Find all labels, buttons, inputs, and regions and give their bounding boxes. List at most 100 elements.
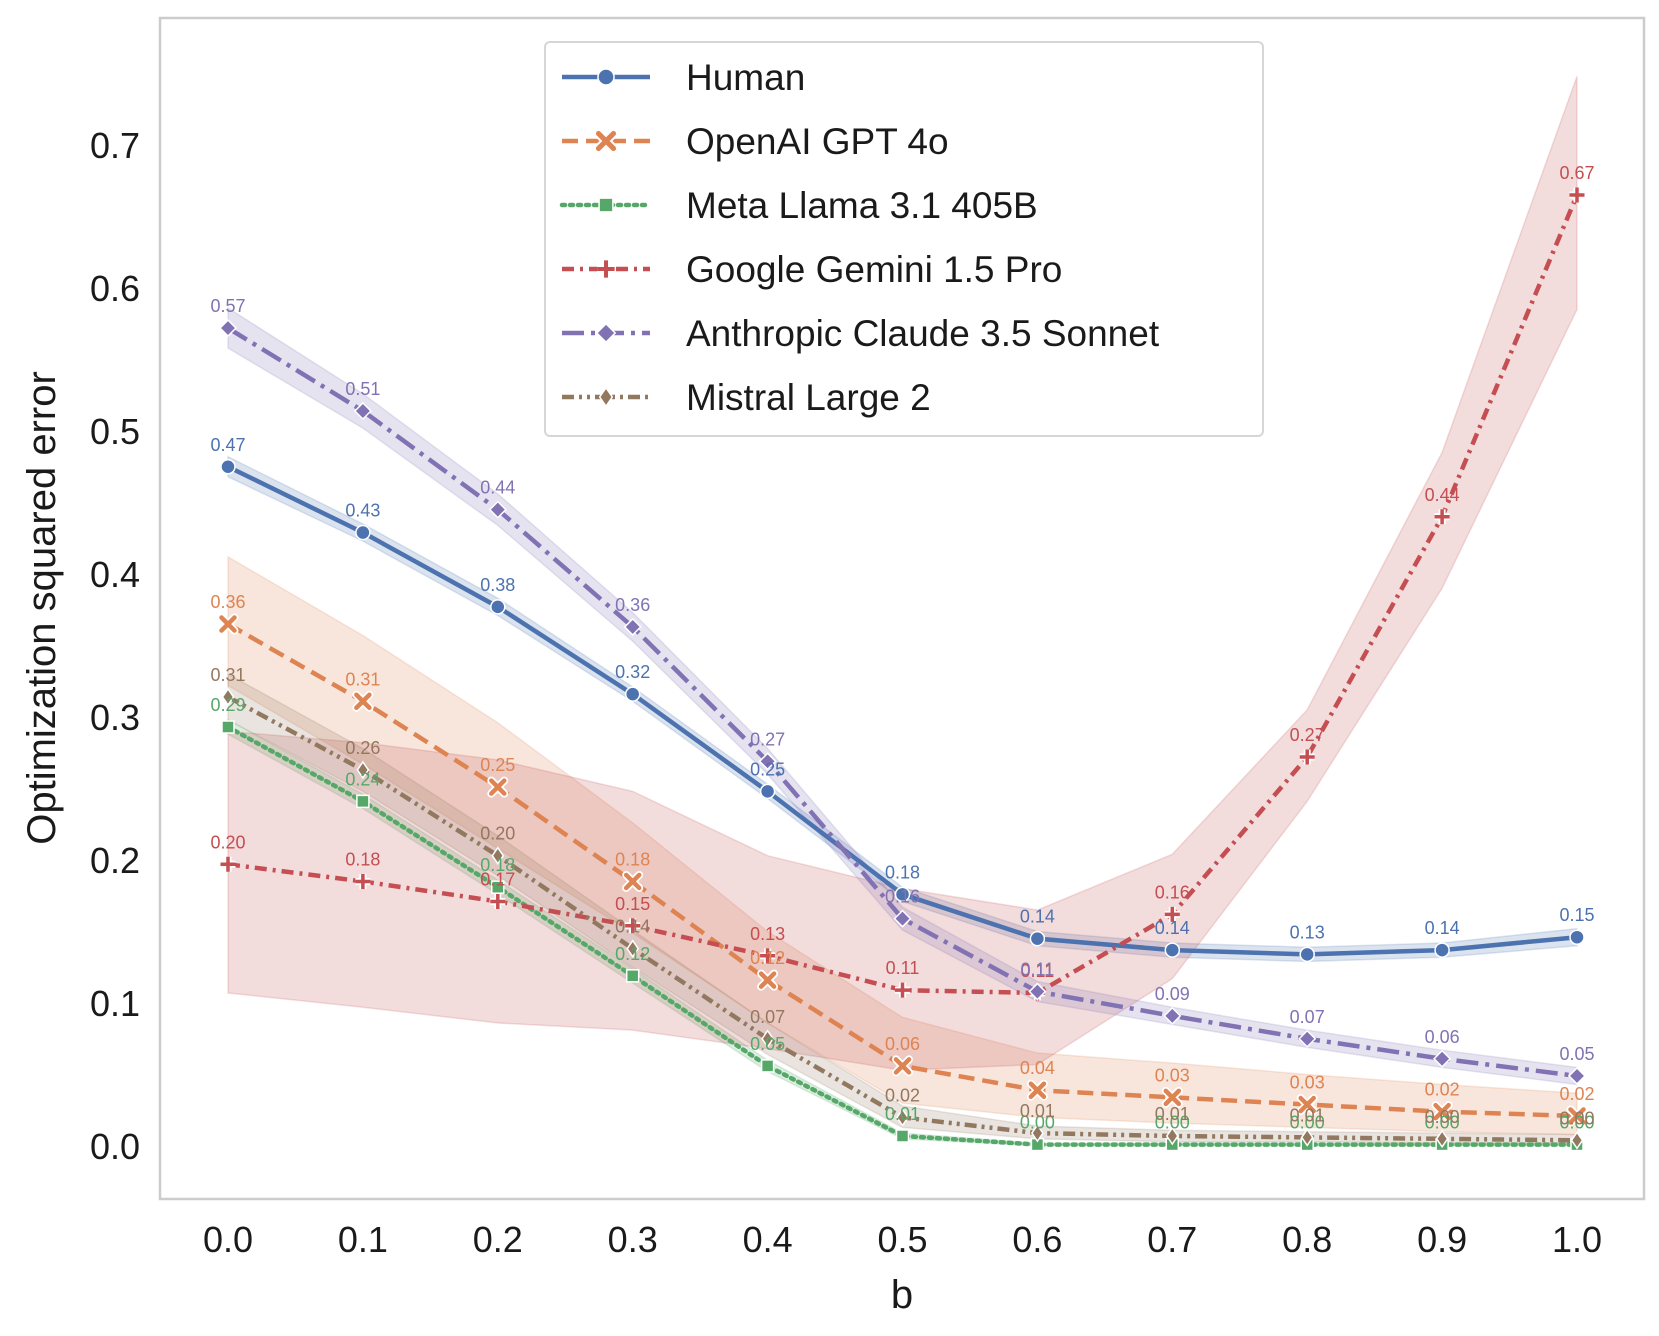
marker-google-gemini-1-5-pro-2: [490, 893, 506, 909]
legend-marker: [597, 260, 615, 278]
x-tick-label: 0.7: [1147, 1219, 1197, 1260]
data-label-anthropic-claude-3-5-sonnet-1: 0.51: [345, 379, 380, 399]
data-labels: 0.47 0.43 0.38 0.32 0.25 0.18 0.14 0.14 0.13 0.14…: [210, 163, 1594, 1133]
data-label-google-gemini-1-5-pro-6: 0.11: [1021, 961, 1055, 981]
data-label-mistral-large-2-8: 0.01: [1290, 1105, 1325, 1125]
y-axis-ticks: 0.0 0.1 0.2 0.3 0.4 0.5 0.6 0.7: [90, 125, 140, 1167]
marker-anthropic-claude-3-5-sonnet-6: [1028, 982, 1047, 1001]
x-tick-label: 0.2: [473, 1219, 523, 1260]
data-label-anthropic-claude-3-5-sonnet-3: 0.36: [615, 595, 650, 615]
data-label-anthropic-claude-3-5-sonnet-6: 0.11: [1021, 960, 1055, 980]
marker-openai-gpt-4o-8: [1296, 1094, 1318, 1116]
data-label-google-gemini-1-5-pro-2: 0.17: [480, 869, 515, 889]
data-label-google-gemini-1-5-pro-0: 0.20: [210, 832, 245, 852]
marker-meta-llama-3-1-405b-4: [760, 1059, 775, 1073]
data-label-mistral-large-2-0: 0.31: [210, 665, 245, 685]
data-label-human-6: 0.14: [1020, 907, 1055, 927]
marker-anthropic-claude-3-5-sonnet-0: [218, 318, 238, 338]
x-tick-label: 0.8: [1282, 1219, 1332, 1260]
marker-openai-gpt-4o-3: [622, 870, 644, 892]
legend-label: Mistral Large 2: [686, 377, 931, 418]
legend-marker: [598, 197, 614, 213]
data-label-google-gemini-1-5-pro-5: 0.11: [886, 958, 920, 978]
marker-anthropic-claude-3-5-sonnet-8: [1298, 1029, 1317, 1048]
legend-label: Meta Llama 3.1 405B: [686, 185, 1038, 226]
data-label-anthropic-claude-3-5-sonnet-8: 0.07: [1290, 1007, 1325, 1027]
data-label-anthropic-claude-3-5-sonnet-4: 0.27: [750, 729, 785, 749]
x-axis-ticks: 0.0 0.1 0.2 0.3 0.4 0.5 0.6 0.7 0.8 0.9 1.0: [203, 1219, 1602, 1260]
legend-label: Human: [686, 57, 805, 98]
marker-anthropic-claude-3-5-sonnet-4: [758, 752, 777, 771]
x-tick-label: 1.0: [1552, 1219, 1602, 1260]
marker-human-0: [220, 459, 236, 475]
x-axis-title: b: [891, 1273, 913, 1317]
legend-entry-openai-gpt-4o: OpenAI GPT 4o: [562, 121, 949, 162]
marker-openai-gpt-4o-5: [892, 1055, 913, 1077]
data-label-human-2: 0.38: [480, 575, 515, 595]
marker-google-gemini-1-5-pro-4: [760, 948, 776, 964]
marker-openai-gpt-4o-6: [1026, 1079, 1048, 1101]
data-label-mistral-large-2-2: 0.20: [480, 824, 515, 844]
legend-label: OpenAI GPT 4o: [686, 121, 949, 162]
x-tick-label: 0.0: [203, 1219, 253, 1260]
data-label-meta-llama-3-1-405b-2: 0.18: [480, 855, 515, 875]
y-tick-label: 0.2: [90, 840, 140, 881]
marker-human-10: [1569, 929, 1585, 945]
legend-entry-anthropic-claude-3-5-sonnet: Anthropic Claude 3.5 Sonnet: [562, 313, 1160, 354]
marker-openai-gpt-4o-2: [487, 776, 509, 798]
data-label-openai-gpt-4o-7: 0.03: [1155, 1065, 1190, 1085]
data-label-openai-gpt-4o-6: 0.04: [1020, 1058, 1055, 1078]
y-tick-label: 0.3: [90, 697, 140, 738]
marker-openai-gpt-4o-9: [1431, 1101, 1453, 1123]
data-label-mistral-large-2-6: 0.01: [1020, 1101, 1055, 1121]
data-label-anthropic-claude-3-5-sonnet-9: 0.06: [1425, 1027, 1460, 1047]
marker-google-gemini-1-5-pro-0: [220, 856, 236, 872]
legend-entry-human: Human: [562, 57, 805, 98]
legend-entry-meta-llama-3-1-405b: Meta Llama 3.1 405B: [559, 185, 1038, 226]
data-label-human-3: 0.32: [615, 662, 650, 682]
marker-mistral-large-2-10: [1570, 1130, 1584, 1150]
marker-human-6: [1029, 930, 1046, 947]
y-tick-label: 0.6: [90, 268, 140, 309]
band-google-gemini-1-5-pro: [227, 76, 1578, 1071]
legend-label: Anthropic Claude 3.5 Sonnet: [686, 313, 1160, 354]
data-label-mistral-large-2-4: 0.07: [750, 1007, 785, 1027]
legend-marker: [597, 68, 615, 86]
x-tick-label: 0.9: [1417, 1219, 1467, 1260]
data-label-anthropic-claude-3-5-sonnet-2: 0.44: [480, 478, 515, 498]
marker-human-5: [894, 886, 911, 903]
data-label-human-10: 0.15: [1559, 905, 1594, 925]
marker-google-gemini-1-5-pro-10: [1569, 187, 1585, 203]
marker-anthropic-claude-3-5-sonnet-5: [893, 909, 912, 928]
marker-openai-gpt-4o-10: [1566, 1105, 1588, 1127]
data-label-human-7: 0.14: [1155, 918, 1190, 938]
marker-human-2: [490, 599, 506, 615]
data-label-human-8: 0.13: [1290, 922, 1325, 942]
marker-mistral-large-2-1: [356, 760, 370, 780]
data-label-google-gemini-1-5-pro-8: 0.27: [1290, 725, 1325, 745]
legend-entry-mistral-large-2: Mistral Large 2: [562, 377, 931, 418]
data-label-openai-gpt-4o-8: 0.03: [1290, 1073, 1325, 1093]
data-label-mistral-large-2-5: 0.02: [885, 1085, 920, 1105]
marker-google-gemini-1-5-pro-9: [1434, 509, 1450, 525]
marker-meta-llama-3-1-405b-3: [625, 969, 640, 983]
data-label-anthropic-claude-3-5-sonnet-5: 0.16: [885, 887, 920, 907]
legend-box: [544, 41, 1264, 437]
data-label-mistral-large-2-3: 0.14: [615, 917, 650, 937]
marker-mistral-large-2-7: [1165, 1126, 1179, 1146]
marker-mistral-large-2-5: [896, 1108, 909, 1127]
data-label-google-gemini-1-5-pro-4: 0.13: [750, 924, 785, 944]
marker-mistral-large-2-2: [491, 846, 505, 866]
x-tick-label: 0.6: [1012, 1219, 1062, 1260]
data-label-meta-llama-3-1-405b-4: 0.05: [750, 1034, 785, 1054]
data-label-mistral-large-2-9: 0.00: [1425, 1107, 1460, 1127]
data-label-meta-llama-3-1-405b-7: 0.00: [1155, 1113, 1190, 1133]
marker-human-3: [624, 686, 641, 702]
data-label-mistral-large-2-1: 0.26: [345, 738, 380, 758]
marker-mistral-large-2-8: [1300, 1128, 1314, 1147]
marker-human-1: [355, 524, 371, 541]
y-axis-title: Optimization squared error: [20, 371, 64, 845]
data-label-meta-llama-3-1-405b-8: 0.00: [1290, 1113, 1325, 1133]
data-label-human-1: 0.43: [345, 501, 380, 521]
